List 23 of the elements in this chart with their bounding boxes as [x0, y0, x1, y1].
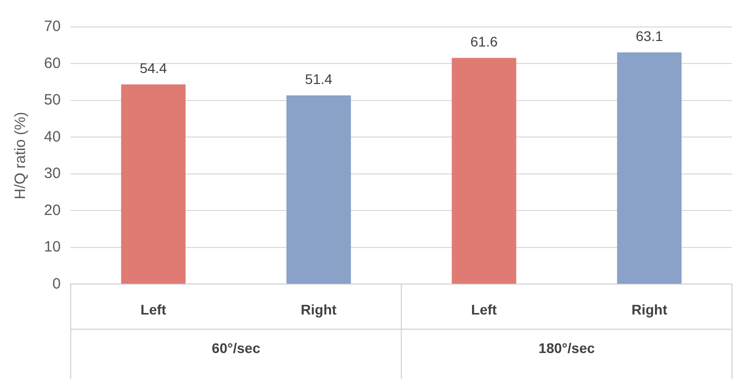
data-label: 51.4	[305, 71, 333, 88]
x-tick-label: Right	[300, 301, 337, 318]
y-tick-label: 20	[44, 202, 61, 219]
y-tick-label: 70	[44, 18, 61, 36]
text: 60°/sec	[212, 340, 260, 356]
bar	[452, 58, 516, 284]
bar	[121, 84, 186, 284]
data-label: 54.4	[140, 60, 168, 76]
text: 180°/sec	[538, 340, 595, 356]
bar	[286, 95, 351, 284]
y-tick-label: 10	[44, 238, 61, 256]
x-tick-label: Left	[140, 301, 167, 318]
y-tick-label: 40	[44, 128, 61, 146]
x-tick-label: Right	[631, 301, 668, 318]
y-tick-label: 30	[44, 165, 61, 182]
data-label: 61.6	[470, 34, 498, 50]
y-axis-title: H/Q ratio (%)	[12, 112, 30, 200]
bar	[617, 52, 682, 284]
x-tick-label: Left	[471, 301, 498, 318]
y-tick-label: 0	[52, 275, 61, 292]
y-tick-label: 60	[44, 54, 61, 72]
data-label: 63.1	[636, 28, 664, 44]
y-tick-label: 50	[44, 92, 61, 109]
